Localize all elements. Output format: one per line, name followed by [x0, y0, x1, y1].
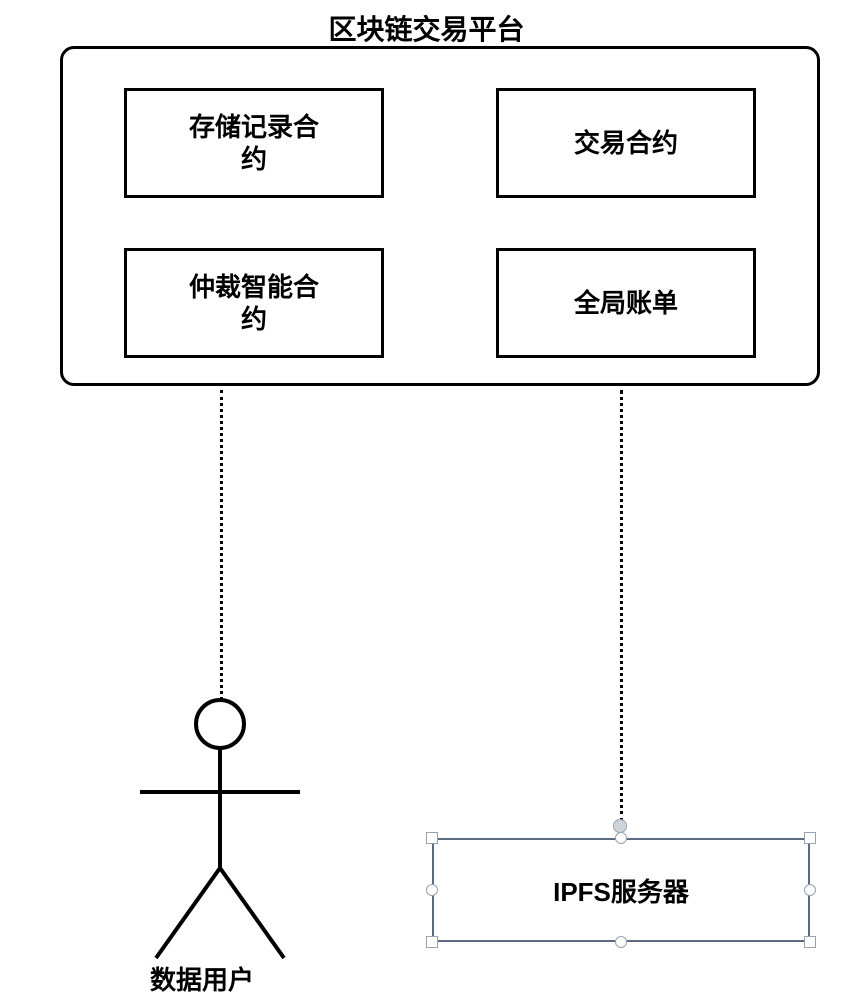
platform-title: 区块链交易平台 [328, 8, 524, 48]
resize-corner-handle[interactable] [426, 936, 438, 948]
connection-dot-icon [613, 819, 627, 833]
ipfs-server-label: IPFS服务器 [553, 872, 689, 909]
resize-mid-handle[interactable] [426, 884, 438, 896]
resize-corner-handle[interactable] [426, 832, 438, 844]
resize-corner-handle[interactable] [804, 936, 816, 948]
box-storage-contract: 存储记录合约 [124, 88, 384, 198]
diagram-canvas: 区块链交易平台 存储记录合约 交易合约 仲裁智能合约 全局账单 数据用户 IPF… [0, 0, 853, 1000]
dotted-line-user [220, 390, 223, 700]
actor-label: 数据用户 [150, 960, 254, 997]
resize-mid-handle[interactable] [804, 884, 816, 896]
resize-corner-handle[interactable] [804, 832, 816, 844]
ipfs-server-box[interactable]: IPFS服务器 [432, 838, 810, 942]
dotted-line-server [620, 390, 623, 822]
box-arb-contract: 仲裁智能合约 [124, 248, 384, 358]
resize-mid-handle[interactable] [615, 832, 627, 844]
box-trade-contract: 交易合约 [496, 88, 756, 198]
resize-mid-handle[interactable] [615, 936, 627, 948]
box-global-bill: 全局账单 [496, 248, 756, 358]
